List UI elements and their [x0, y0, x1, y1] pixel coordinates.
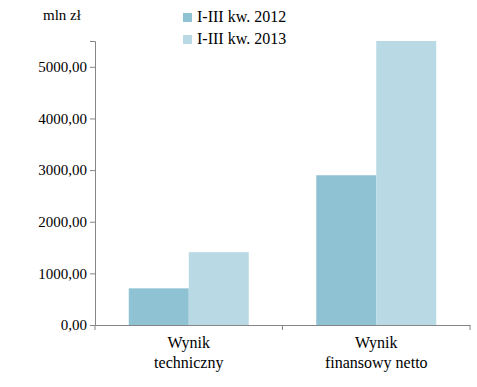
y-tick-label: 4000,00 [38, 111, 87, 127]
y-tick: 5000,00 [38, 59, 95, 75]
bar [316, 175, 376, 325]
y-tick-label: 0,00 [61, 317, 87, 333]
x-tick: Wynik techniczny [154, 325, 223, 372]
x-tick-label-line: techniczny [154, 354, 223, 372]
plot: 0,00 1000,00 2000,00 3000,00 4000,00 5000,00 W… [38, 41, 470, 372]
x-tick: Wynik finansowy netto [325, 325, 428, 372]
y-tick-label: 1000,00 [38, 266, 87, 282]
y-tick: 4000,00 [38, 111, 95, 127]
x-tick-label: Wynik techniczny [154, 334, 223, 371]
x-tick-label-line: Wynik [167, 334, 210, 352]
legend-label: I-III kw. 2012 [197, 8, 286, 25]
x-tick-label: Wynik finansowy netto [325, 334, 428, 371]
x-separator [282, 325, 283, 330]
y-tick-mark [90, 222, 95, 223]
legend-swatch [183, 13, 192, 22]
bar [376, 41, 436, 325]
x-separators [95, 325, 470, 330]
x-separator [95, 325, 96, 330]
y-tick-mark [90, 170, 95, 171]
y-tick: 0,00 [61, 317, 95, 333]
legend-item: I-III kw. 2012 [183, 8, 286, 25]
chart: 0,00 1000,00 2000,00 3000,00 4000,00 5000,00 W… [0, 0, 477, 387]
y-axis-title: mln zł [43, 7, 82, 23]
y-tick-mark [90, 118, 95, 119]
bar [129, 288, 189, 325]
y-tick: 1000,00 [38, 266, 95, 282]
bar [189, 252, 249, 325]
legend-swatch [183, 35, 192, 44]
y-tick-mark [90, 325, 95, 326]
series [129, 175, 377, 325]
x-separator [470, 325, 471, 330]
y-tick-label: 2000,00 [38, 214, 87, 230]
x-tick-label-line: finansowy netto [325, 354, 428, 372]
y-tick: 2000,00 [38, 214, 95, 230]
y-axis-line [90, 42, 96, 326]
legend-item: I-III kw. 2013 [183, 30, 286, 47]
legend-label: I-III kw. 2013 [197, 30, 286, 47]
y-tick: 3000,00 [38, 162, 95, 178]
series [189, 41, 437, 325]
x-tick-label-line: Wynik [355, 334, 398, 352]
y-tick-mark [90, 273, 95, 274]
y-axis: 0,00 1000,00 2000,00 3000,00 4000,00 5000,00 [38, 42, 95, 334]
y-tick-label: 3000,00 [38, 162, 87, 178]
y-tick-label: 5000,00 [38, 59, 87, 75]
y-tick-mark [90, 67, 95, 68]
bars [129, 41, 437, 325]
x-axis: Wynik techniczny Wynik finansowy netto [95, 325, 471, 372]
legend: I-III kw. 2012 I-III kw. 2013 [183, 8, 286, 47]
